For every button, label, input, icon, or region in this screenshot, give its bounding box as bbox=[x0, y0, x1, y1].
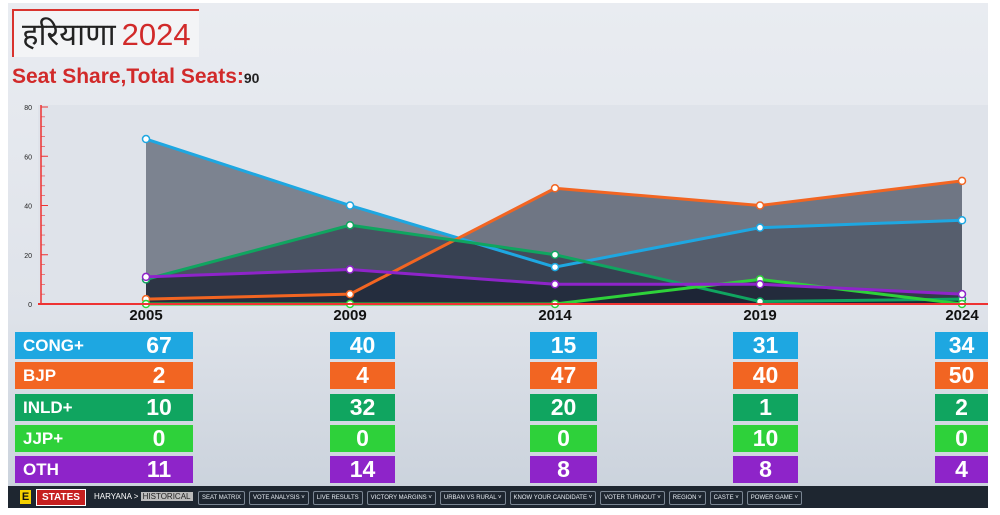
seat-count: 40 bbox=[733, 362, 798, 389]
seat-share-chart: 0 20 40 60 80 2005 2009 2014 2019 2024 bbox=[24, 105, 988, 324]
data-point bbox=[755, 201, 765, 210]
data-point bbox=[550, 280, 560, 289]
data-point bbox=[550, 250, 560, 259]
seat-count: 20 bbox=[530, 394, 597, 421]
y-tick-label: 40 bbox=[24, 204, 32, 211]
nav-tab-urban-vs-rural[interactable]: URBAN VS RURAL ˅ bbox=[439, 491, 506, 505]
breadcrumb[interactable]: HARYANA > HISTORICAL bbox=[94, 490, 193, 504]
nav-tab-power-game[interactable]: POWER GAME ˅ bbox=[746, 491, 802, 505]
data-point bbox=[550, 262, 560, 272]
y-tick-label: 20 bbox=[24, 253, 32, 260]
nav-tab-live-results[interactable]: LIVE RESULTS bbox=[312, 491, 363, 505]
title-year: 2024 bbox=[121, 17, 191, 52]
data-point bbox=[957, 216, 967, 225]
x-tick-label: 2005 bbox=[129, 307, 162, 324]
data-point bbox=[141, 272, 151, 282]
seat-count: 15 bbox=[530, 332, 597, 359]
data-point bbox=[957, 289, 967, 299]
seat-count: 8 bbox=[733, 456, 798, 483]
data-point bbox=[550, 184, 560, 193]
party-label: INLD+ bbox=[15, 394, 125, 421]
seat-count: 4 bbox=[330, 362, 395, 389]
seat-count: 34 bbox=[935, 332, 988, 359]
data-point bbox=[141, 134, 151, 144]
page-title: हरियाणा 2024 bbox=[12, 9, 199, 57]
seat-count: 0 bbox=[530, 425, 597, 452]
seat-count: 14 bbox=[330, 456, 395, 483]
seat-count: 1 bbox=[733, 394, 798, 421]
data-point bbox=[345, 265, 355, 274]
x-tick-label: 2014 bbox=[538, 307, 572, 324]
breadcrumb-historical[interactable]: HISTORICAL bbox=[140, 492, 193, 501]
party-label: JJP+ bbox=[15, 425, 125, 452]
data-point bbox=[957, 176, 967, 186]
x-tick-label: 2009 bbox=[333, 307, 366, 324]
seat-count: 50 bbox=[935, 362, 988, 389]
seat-count: 31 bbox=[733, 332, 798, 359]
table-row-inld: INLD+ 10 32 20 1 2 bbox=[15, 394, 988, 421]
nav-tab-caste[interactable]: CASTE ˅ bbox=[709, 491, 743, 505]
brand-logo: E bbox=[20, 490, 31, 504]
seat-count: 47 bbox=[530, 362, 597, 389]
data-point bbox=[755, 280, 765, 289]
title-hindi: हरियाणा bbox=[22, 17, 116, 52]
seat-count: 0 bbox=[125, 425, 193, 452]
table-row-cong: CONG+ 67 40 15 31 34 bbox=[15, 332, 988, 359]
nav-tab-voter-turnout[interactable]: VOTER TURNOUT ˅ bbox=[600, 491, 665, 505]
table-row-bjp: BJP 2 4 47 40 50 bbox=[15, 362, 988, 389]
data-point bbox=[345, 220, 355, 230]
data-point bbox=[345, 289, 355, 299]
seat-count: 2 bbox=[935, 394, 988, 421]
party-label: CONG+ bbox=[15, 332, 125, 359]
subtitle: Seat Share,Total Seats:90 bbox=[12, 65, 259, 89]
seat-count: 10 bbox=[733, 425, 798, 452]
total-seats: 90 bbox=[243, 70, 260, 86]
y-tick-label: 60 bbox=[24, 154, 32, 161]
nav-tab-region[interactable]: REGION ˅ bbox=[668, 491, 706, 505]
nav-tab-know-your-candidate[interactable]: KNOW YOUR CANDIDATE ˅ bbox=[509, 491, 597, 505]
breadcrumb-state[interactable]: HARYANA > bbox=[94, 492, 139, 501]
seat-count: 67 bbox=[125, 332, 193, 359]
data-point bbox=[755, 223, 765, 232]
nav-tabs: SEAT MATRIX VOTE ANALYSIS ˅ LIVE RESULTS VI… bbox=[198, 491, 802, 505]
seat-count: 2 bbox=[125, 362, 193, 389]
seat-count: 10 bbox=[125, 394, 193, 421]
y-tick-label: 80 bbox=[24, 105, 32, 112]
table-row-oth: OTH 11 14 8 8 4 bbox=[15, 456, 988, 483]
party-label: BJP bbox=[15, 362, 125, 389]
party-label: OTH bbox=[15, 456, 125, 483]
seat-count: 4 bbox=[935, 456, 988, 483]
seat-count: 8 bbox=[530, 456, 597, 483]
nav-tab-victory-margins[interactable]: VICTORY MARGINS ˅ bbox=[366, 491, 436, 505]
subtitle-text: Seat Share,Total Seats: bbox=[12, 65, 244, 88]
seat-count: 11 bbox=[125, 456, 193, 483]
x-tick-label: 2019 bbox=[743, 307, 776, 324]
area-bjp bbox=[146, 180, 962, 304]
nav-tab-vote-analysis[interactable]: VOTE ANALYSIS ˅ bbox=[249, 491, 309, 505]
table-row-jjp: JJP+ 0 0 0 10 0 bbox=[15, 425, 988, 452]
y-tick-label: 0 bbox=[28, 302, 32, 309]
nav-tab-seat-matrix[interactable]: SEAT MATRIX bbox=[198, 491, 246, 505]
seat-count: 32 bbox=[330, 394, 395, 421]
states-button[interactable]: STATES bbox=[36, 489, 86, 506]
x-tick-label: 2024 bbox=[945, 307, 979, 324]
seat-count: 0 bbox=[330, 425, 395, 452]
data-point bbox=[345, 201, 355, 210]
seat-count: 0 bbox=[935, 425, 988, 452]
seat-count: 40 bbox=[330, 332, 395, 359]
